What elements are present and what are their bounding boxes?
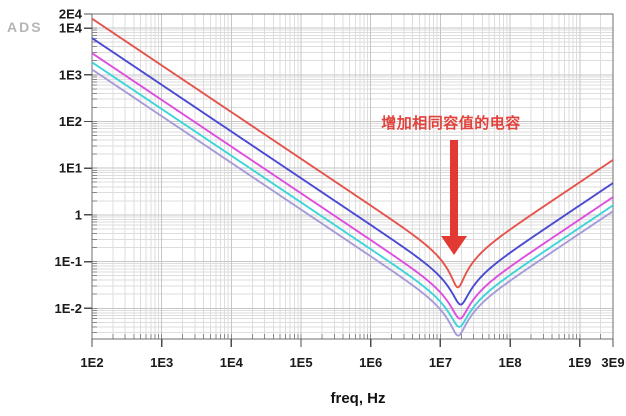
curve-red bbox=[92, 17, 613, 289]
curve-magenta bbox=[92, 52, 613, 320]
x-tick-label: 1E5 bbox=[289, 355, 312, 370]
down-arrow-icon bbox=[441, 140, 467, 255]
y-tick-label: 2E4 bbox=[59, 7, 83, 22]
curve-violet bbox=[92, 68, 613, 337]
x-tick-label: 1E8 bbox=[499, 355, 522, 370]
plot-grid bbox=[91, 13, 614, 339]
axis-ticks-and-labels: 1E2 1E3 1E4 1E5 1E6 1E7 1E8 1E9 3E92E41E41E31E21… bbox=[55, 7, 625, 371]
x-axis-title: freq, Hz bbox=[330, 390, 385, 407]
x-tick-label: 1E6 bbox=[359, 355, 382, 370]
x-tick-label: 3E9 bbox=[601, 355, 624, 370]
plot-frame bbox=[91, 13, 614, 340]
y-tick-label: 1E-1 bbox=[55, 254, 82, 269]
plot-curves bbox=[92, 17, 613, 337]
x-tick-label: 1E9 bbox=[568, 355, 591, 370]
x-tick-label: 1E3 bbox=[150, 355, 173, 370]
x-tick-label: 1E2 bbox=[80, 355, 103, 370]
minor-ticks bbox=[91, 13, 614, 339]
y-tick-label: 1E2 bbox=[59, 114, 82, 129]
y-tick-label: 1E3 bbox=[59, 67, 82, 82]
y-tick-label: 1E1 bbox=[59, 161, 82, 176]
y-tick-label: 1E-2 bbox=[55, 301, 82, 316]
y-tick-label: 1E4 bbox=[59, 21, 83, 36]
curve-blue bbox=[92, 37, 613, 306]
ads-logo: ADS bbox=[7, 19, 43, 35]
curve-cyan bbox=[92, 61, 613, 328]
x-tick-label: 1E7 bbox=[429, 355, 452, 370]
x-tick-label: 1E4 bbox=[220, 355, 244, 370]
y-tick-label: 1 bbox=[75, 207, 82, 222]
annotation-text: 增加相同容值的电容 bbox=[381, 115, 521, 132]
